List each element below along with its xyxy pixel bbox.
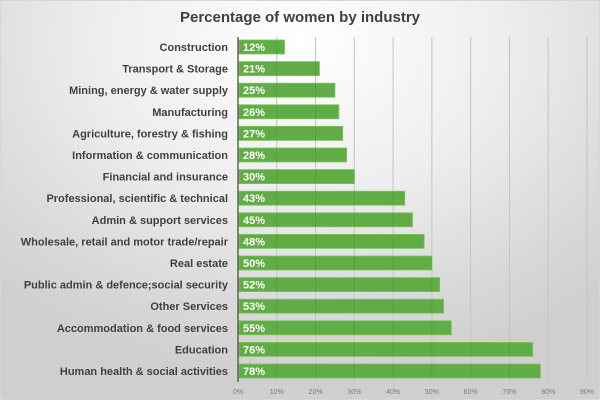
category-label: Education: [175, 344, 228, 356]
x-tick-label: 0%: [233, 389, 243, 396]
data-label: 43%: [243, 193, 265, 205]
category-label: Wholesale, retail and motor trade/repair: [21, 236, 229, 248]
bar: [238, 82, 336, 98]
x-tick-label: 30%: [347, 389, 361, 396]
x-tick-label: 60%: [464, 389, 478, 396]
category-labels: Construction Transport & Storage Mining, e…: [21, 42, 229, 378]
bar: [238, 147, 347, 163]
bar: [238, 363, 541, 379]
category-label: Human health & social activities: [60, 366, 228, 378]
data-label: 21%: [243, 64, 265, 76]
x-tick-label: 90%: [580, 389, 594, 396]
data-label: 55%: [243, 323, 265, 335]
category-label: Transport & Storage: [122, 64, 228, 76]
bar: [238, 169, 355, 185]
x-tick-label: 80%: [541, 389, 555, 396]
data-label: 45%: [243, 215, 265, 227]
bar: [238, 212, 413, 228]
data-label: 78%: [243, 366, 265, 378]
bar: [238, 255, 433, 271]
category-label: Professional, scientific & technical: [46, 193, 228, 205]
bar: [238, 298, 444, 314]
data-label: 53%: [243, 301, 265, 313]
data-label: 48%: [243, 236, 265, 248]
x-tick-label: 70%: [502, 389, 516, 396]
category-label: Public admin & defence;social security: [24, 280, 229, 292]
bar: [238, 126, 344, 141]
x-tick-labels: 0% 10% 20% 30% 40% 50% 60% 70% 80% 90%: [233, 389, 594, 396]
x-tick-label: 40%: [386, 389, 400, 396]
category-label: Other Services: [150, 301, 228, 313]
data-label: 28%: [243, 150, 265, 162]
category-label: Agriculture, forestry & fishing: [72, 128, 228, 140]
data-label: 30%: [243, 172, 265, 184]
data-label: 76%: [243, 344, 265, 356]
category-label: Construction: [160, 42, 229, 54]
category-label: Manufacturing: [152, 107, 228, 119]
category-label: Accommodation & food services: [57, 323, 228, 335]
category-label: Information & communication: [72, 150, 228, 162]
data-label: 25%: [243, 85, 265, 97]
bar: [238, 61, 320, 76]
x-tick-label: 20%: [309, 389, 323, 396]
data-label: 26%: [243, 107, 265, 119]
bar: [238, 39, 285, 55]
category-label: Mining, energy & water supply: [69, 85, 229, 97]
x-tick-label: 10%: [270, 389, 284, 396]
bar: [238, 277, 441, 293]
bar: [238, 341, 534, 357]
chart-title: Percentage of women by industry: [179, 9, 421, 26]
category-label: Real estate: [170, 258, 228, 270]
data-label: 50%: [243, 258, 265, 270]
bar: [238, 190, 406, 206]
bars: [238, 39, 541, 379]
bar: [238, 320, 452, 336]
category-label: Admin & support services: [92, 215, 228, 227]
bar: [238, 104, 340, 120]
data-label: 52%: [243, 280, 265, 292]
data-labels: 12% 21% 25% 26% 27% 28% 30% 43% 45% 48% 50% 52% 53% 5…: [243, 42, 265, 378]
category-label: Financial and insurance: [103, 172, 228, 184]
data-label: 12%: [243, 42, 265, 54]
data-label: 27%: [243, 128, 265, 140]
bar: [238, 233, 425, 249]
x-tick-label: 50%: [425, 389, 439, 396]
